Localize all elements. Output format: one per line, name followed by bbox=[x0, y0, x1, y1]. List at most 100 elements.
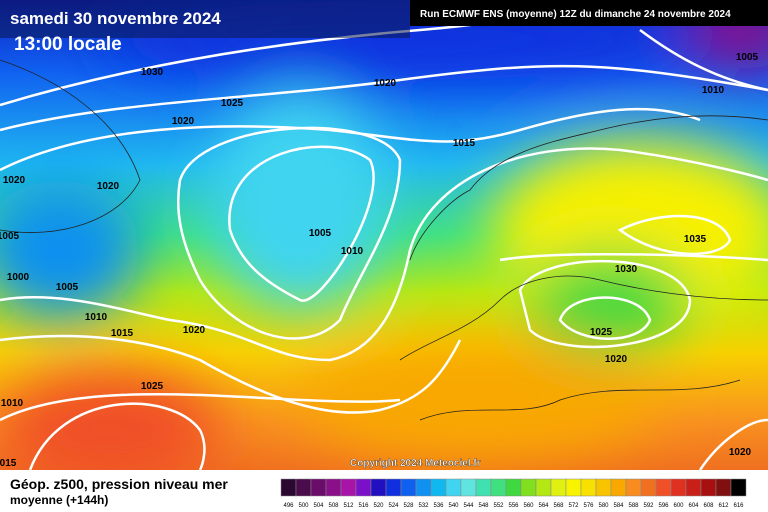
colorbar-label: 612 bbox=[718, 503, 729, 509]
colorbar-cell bbox=[490, 478, 507, 497]
colorbar-label: 596 bbox=[658, 503, 669, 509]
isobar-label: 1015 bbox=[111, 328, 134, 339]
title-band bbox=[0, 0, 410, 38]
colorbar-label: 496 bbox=[283, 503, 294, 509]
colorbar-cell bbox=[280, 478, 297, 497]
isobar-label: 1020 bbox=[3, 175, 26, 186]
colorbar-cell bbox=[685, 478, 702, 497]
colorbar-cell bbox=[460, 478, 477, 497]
colorbar-cell bbox=[715, 478, 732, 497]
colorbar-label: 520 bbox=[373, 503, 384, 509]
colorbar-cell bbox=[355, 478, 372, 497]
colorbar-label: 584 bbox=[613, 503, 624, 509]
isobar-label: 1010 bbox=[702, 85, 725, 96]
colorbar-label: 580 bbox=[598, 503, 609, 509]
colorbar-cell bbox=[535, 478, 552, 497]
colorbar-cell bbox=[385, 478, 402, 497]
colorbar-label: 504 bbox=[313, 503, 324, 509]
colorbar-label: 500 bbox=[298, 503, 309, 509]
isobar-label: 1010 bbox=[1, 398, 24, 409]
colorbar-label: 544 bbox=[463, 503, 474, 509]
colorbar-label: 600 bbox=[673, 503, 684, 509]
colorbar-label: 576 bbox=[583, 503, 594, 509]
colorbar-cell bbox=[325, 478, 342, 497]
colorbar-cell bbox=[595, 478, 612, 497]
time-title: 13:00 locale bbox=[14, 34, 122, 55]
isobar-label: 1020 bbox=[172, 116, 195, 127]
colorbar-label: 572 bbox=[568, 503, 579, 509]
isobar-label: 1025 bbox=[141, 381, 164, 392]
colorbar-label: 512 bbox=[343, 503, 354, 509]
colorbar-label: 568 bbox=[553, 503, 564, 509]
isobar-label: 1005 bbox=[56, 282, 79, 293]
isobar-label: 1020 bbox=[729, 447, 752, 458]
colorbar-label: 556 bbox=[508, 503, 519, 509]
colorbar-cell bbox=[475, 478, 492, 497]
colorbar-cell bbox=[505, 478, 522, 497]
colorbar-label: 588 bbox=[628, 503, 639, 509]
isobar-label: 1020 bbox=[374, 78, 397, 89]
colorbar-cell bbox=[625, 478, 642, 497]
isobar-label: 1005 bbox=[736, 52, 759, 63]
isobar-label: 1015 bbox=[453, 138, 476, 149]
colorbar-cell bbox=[340, 478, 357, 497]
colorbar-label: 540 bbox=[448, 503, 459, 509]
isobars bbox=[0, 0, 768, 470]
isobar-label: 1005 bbox=[309, 228, 332, 239]
isobar-label: 1020 bbox=[183, 325, 206, 336]
colorbar-cell bbox=[610, 478, 627, 497]
isobar-label: 1020 bbox=[97, 181, 120, 192]
run-info: Run ECMWF ENS (moyenne) 12Z du dimanche … bbox=[420, 9, 731, 20]
colorbar-label: 548 bbox=[478, 503, 489, 509]
coastlines bbox=[0, 59, 768, 421]
colorbar-label: 604 bbox=[688, 503, 699, 509]
colorbar: 496 500 504 508 512 516 520 524 528 532 536 540 544 5… bbox=[280, 478, 747, 509]
date-title: samedi 30 novembre 2024 bbox=[10, 9, 221, 28]
colorbar-cell bbox=[700, 478, 717, 497]
colorbar-label: 616 bbox=[733, 503, 744, 509]
colorbar-cell bbox=[295, 478, 312, 497]
colorbar-cell bbox=[400, 478, 417, 497]
isobar-label: 1025 bbox=[221, 98, 244, 109]
colorbar-label: 592 bbox=[643, 503, 654, 509]
isobar-label: 1010 bbox=[341, 246, 364, 257]
colorbar-cell bbox=[655, 478, 672, 497]
copyright: Copyright 2024 Meteociel.fr bbox=[350, 458, 481, 469]
legend-subtitle: moyenne (+144h) bbox=[10, 493, 108, 507]
isobar-label: 015 bbox=[0, 458, 17, 469]
colorbar-label: 560 bbox=[523, 503, 534, 509]
colorbar-cell bbox=[370, 478, 387, 497]
isobar-label: 1030 bbox=[141, 67, 164, 78]
colorbar-label: 608 bbox=[703, 503, 714, 509]
isobar-label: 1005 bbox=[0, 231, 20, 242]
colorbar-cell bbox=[565, 478, 582, 497]
isobar-label: 1035 bbox=[684, 234, 707, 245]
colorbar-cell bbox=[430, 478, 447, 497]
colorbar-cell bbox=[730, 478, 747, 497]
colorbar-cell bbox=[415, 478, 432, 497]
isobar-label: 1025 bbox=[590, 327, 613, 338]
run-box bbox=[410, 0, 768, 26]
colorbar-label: 528 bbox=[403, 503, 414, 509]
colorbar-cell bbox=[550, 478, 567, 497]
colorbar-cell bbox=[310, 478, 327, 497]
colorbar-label: 552 bbox=[493, 503, 504, 509]
isobar-labels: 1030 1020 1025 1020 1015 1020 1020 1005 1005 1010… bbox=[0, 52, 759, 469]
isobar-label: 1020 bbox=[605, 354, 628, 365]
colorbar-cell bbox=[520, 478, 537, 497]
legend-title: Géop. z500, pression niveau mer bbox=[10, 476, 228, 492]
colorbar-cell bbox=[445, 478, 462, 497]
colorbar-label: 536 bbox=[433, 503, 444, 509]
colorbar-cell bbox=[640, 478, 657, 497]
isobar-label: 1010 bbox=[85, 312, 108, 323]
colorbar-cell bbox=[670, 478, 687, 497]
colorbar-cell bbox=[580, 478, 597, 497]
isobar-label: 1030 bbox=[615, 264, 638, 275]
colorbar-label: 508 bbox=[328, 503, 339, 509]
colorbar-label: 564 bbox=[538, 503, 549, 509]
colorbar-label: 516 bbox=[358, 503, 369, 509]
isobar-label: 1000 bbox=[7, 272, 30, 283]
colorbar-label: 532 bbox=[418, 503, 429, 509]
